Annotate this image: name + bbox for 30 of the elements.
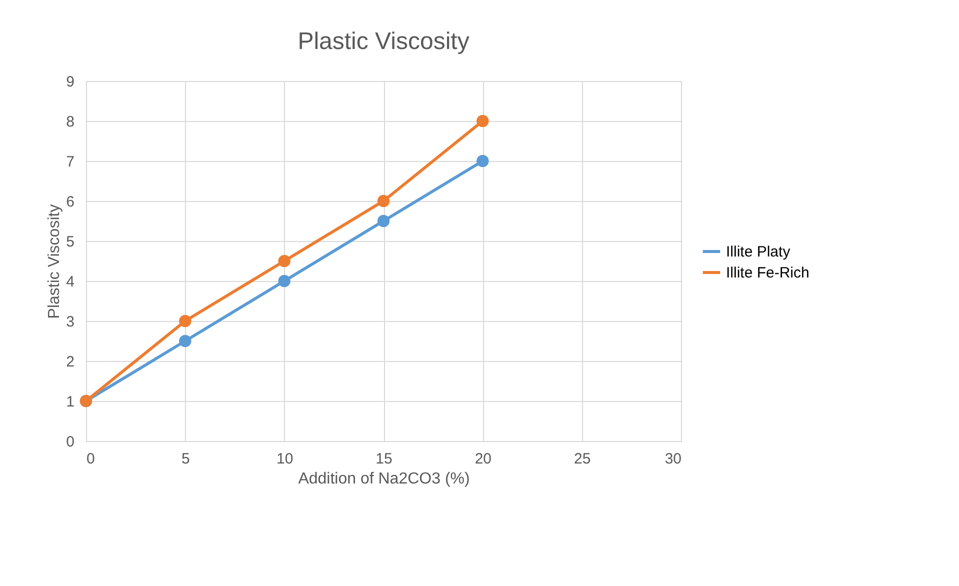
x-tick-label: 30 — [664, 450, 682, 468]
x-tick-label: 25 — [574, 450, 591, 468]
y-tick-label: 2 — [66, 354, 74, 370]
x-tick-label: 0 — [86, 450, 95, 468]
point — [476, 154, 489, 168]
point — [179, 334, 192, 348]
point — [377, 194, 390, 208]
x-axis-title: Addition of Na2CO3 (%) — [298, 470, 470, 488]
point — [179, 314, 192, 328]
point — [476, 114, 489, 128]
y-tick-label: 6 — [66, 194, 74, 210]
x-tick-label: 5 — [181, 450, 190, 468]
y-tick-label: 1 — [66, 394, 74, 410]
point — [278, 254, 290, 268]
y-tick-label: 0 — [66, 434, 74, 450]
point — [377, 214, 390, 228]
y-tick-label: 9 — [66, 74, 74, 90]
legend-label: Illite Platy — [726, 244, 791, 260]
y-axis-title: Plastic Viscosity — [46, 204, 64, 319]
x-tick-label: 15 — [376, 450, 392, 468]
y-tick-label: 8 — [66, 114, 74, 130]
y-tick-label: 5 — [66, 234, 74, 250]
x-tick-label: 20 — [474, 450, 492, 468]
point — [278, 274, 290, 288]
y-tick-label: 7 — [66, 154, 74, 170]
x-tick-label: 10 — [276, 450, 294, 468]
chart-title: Plastic Viscosity — [298, 28, 470, 55]
legend-label: Illite Fe-Rich — [726, 264, 810, 282]
y-tick-label: 3 — [66, 314, 74, 330]
y-tick-label: 4 — [66, 274, 74, 290]
